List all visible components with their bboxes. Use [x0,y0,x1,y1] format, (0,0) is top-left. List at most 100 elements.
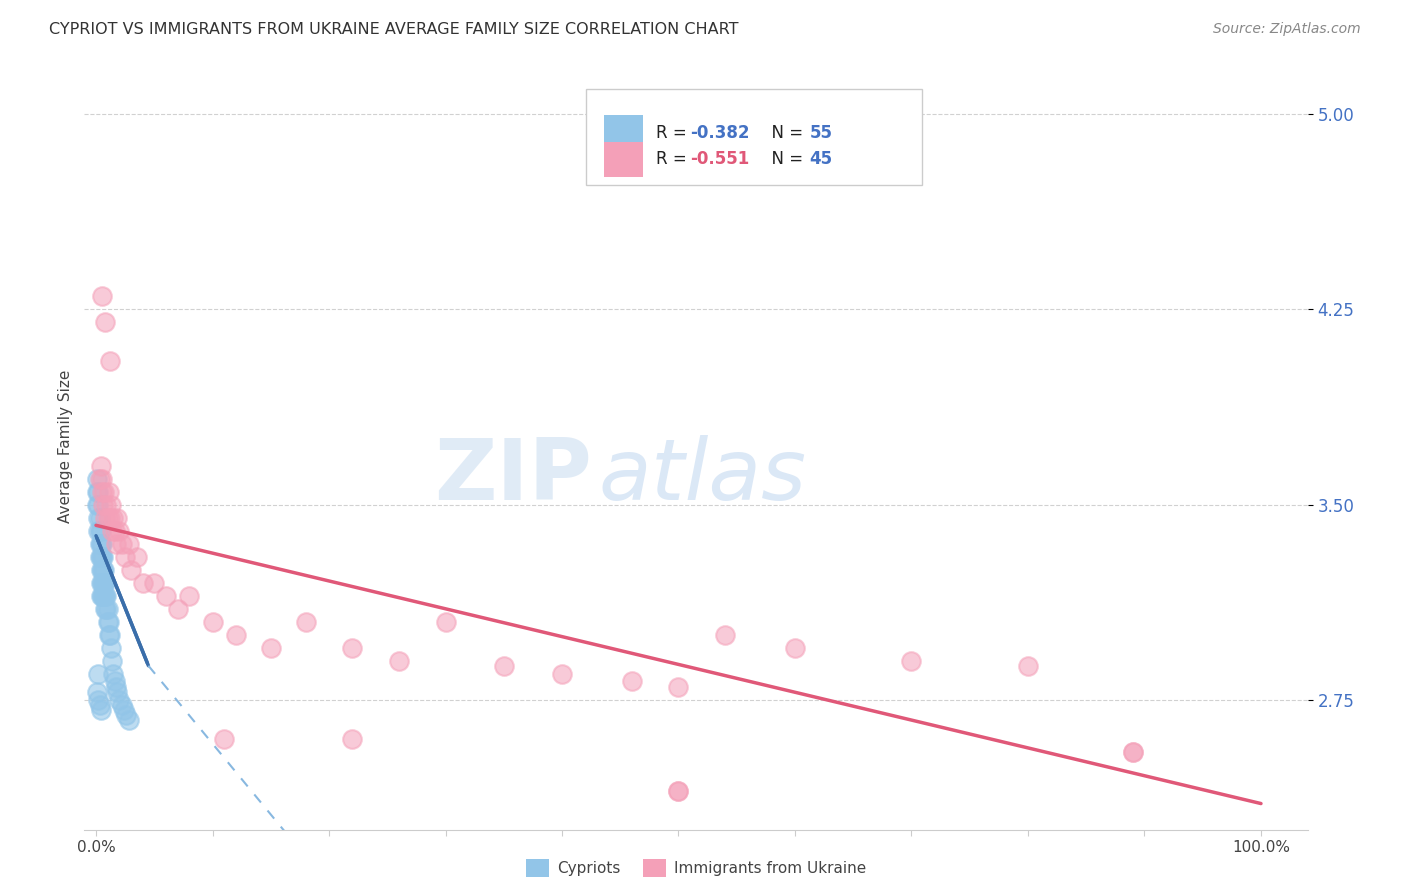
Point [91,589,114,603]
Point [97,615,120,629]
Point [117,714,139,728]
Point [93,575,115,590]
Point [96,589,118,603]
Point [714,627,737,641]
Point [90,458,112,473]
Point [91,498,114,512]
Point [668,783,690,797]
Point [388,654,411,668]
Point [87,498,110,512]
Point [111,536,134,550]
Point [97,615,120,629]
Point [104,536,127,550]
Point [212,731,235,746]
Point [90,549,112,564]
Point [105,510,128,524]
Point [105,684,128,698]
Point [104,674,127,689]
Point [98,510,121,524]
Point [94,316,117,330]
Point [115,708,138,723]
Point [342,731,364,746]
Point [98,354,121,368]
Point [101,524,124,538]
Point [90,549,112,564]
Point [86,484,108,499]
Point [90,524,112,538]
Point [104,680,127,694]
Point [87,510,110,524]
Point [112,703,135,717]
Point [434,615,457,629]
Point [86,684,108,698]
Point [103,510,125,524]
Point [111,698,134,712]
Point [900,654,922,668]
Point [104,524,127,538]
Text: Source: ZipAtlas.com: Source: ZipAtlas.com [1213,22,1361,37]
Point [94,510,117,524]
Text: ZIP: ZIP [434,435,592,518]
Point [117,536,139,550]
Point [100,640,122,655]
Point [93,484,115,499]
Point [87,524,110,538]
Point [94,575,117,590]
Point [90,536,112,550]
Point [90,575,112,590]
Point [114,549,136,564]
Point [100,498,122,512]
Point [1122,745,1144,759]
Text: 55: 55 [810,124,832,142]
Point [86,471,108,485]
Point [108,692,131,706]
Text: CYPRIOT VS IMMIGRANTS FROM UKRAINE AVERAGE FAMILY SIZE CORRELATION CHART: CYPRIOT VS IMMIGRANTS FROM UKRAINE AVERA… [49,22,738,37]
Point [89,510,111,524]
Point [201,615,224,629]
Point [1122,745,1144,759]
Point [89,698,111,712]
Point [108,524,131,538]
Point [91,562,114,576]
Point [294,615,316,629]
Point [91,549,114,564]
Point [86,498,108,512]
Point [93,562,115,576]
Point [87,692,110,706]
Point [89,549,111,564]
Point [97,484,120,499]
Point [101,654,124,668]
Text: N =: N = [761,124,808,142]
Point [90,589,112,603]
Text: N =: N = [761,150,808,169]
Point [97,627,120,641]
FancyBboxPatch shape [605,142,644,177]
Point [89,524,111,538]
Point [260,640,283,655]
Point [93,589,115,603]
Point [90,536,112,550]
Point [97,510,120,524]
Point [103,666,125,681]
Y-axis label: Average Family Size: Average Family Size [58,369,73,523]
Point [492,658,515,673]
Point [94,589,117,603]
Text: R =: R = [655,150,692,169]
Point [90,703,112,717]
Point [96,601,118,615]
Point [90,562,112,576]
Point [96,498,118,512]
Point [98,627,121,641]
Point [87,666,110,681]
Point [143,575,166,590]
Point [97,601,120,615]
Point [668,783,690,797]
Text: R =: R = [655,124,692,142]
Point [89,471,111,485]
Point [90,289,112,303]
Text: atlas: atlas [598,435,806,518]
Point [90,484,112,499]
Point [131,575,153,590]
Point [551,666,574,681]
Text: 45: 45 [810,150,832,169]
